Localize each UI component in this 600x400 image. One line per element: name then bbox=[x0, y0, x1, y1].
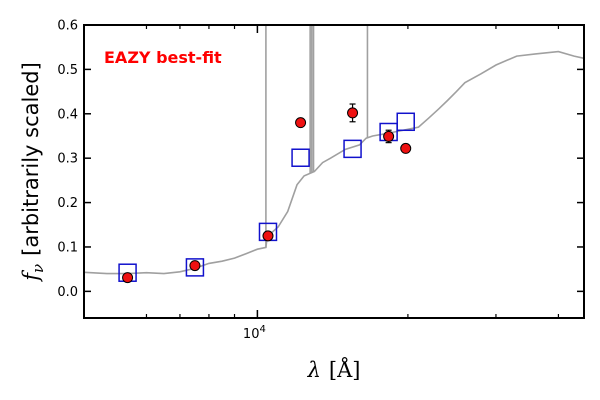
observed-point bbox=[347, 107, 359, 119]
y-tick-label: 0.1 bbox=[57, 240, 78, 255]
y-axis-label: fν [arbitrarily scaled] bbox=[19, 62, 47, 283]
model-point bbox=[185, 258, 205, 277]
observed-point bbox=[400, 142, 412, 154]
annotation-label: EAZY best-fit bbox=[104, 48, 222, 67]
model-point bbox=[291, 148, 310, 167]
model-point bbox=[396, 112, 415, 132]
sed-layer bbox=[83, 25, 585, 275]
x-tick-base: 10 bbox=[243, 327, 260, 342]
y-tick-label: 0.3 bbox=[57, 152, 78, 167]
observed-point bbox=[189, 260, 201, 272]
y-tick-label: 0.0 bbox=[57, 285, 78, 300]
observed-layer bbox=[122, 103, 412, 284]
observed-point bbox=[383, 130, 395, 142]
y-axis-subscript: ν bbox=[29, 264, 47, 273]
x-axis-symbol: λ bbox=[307, 358, 321, 382]
model-point bbox=[343, 139, 362, 159]
x-tick-exponent: 4 bbox=[259, 324, 265, 335]
axis-ticks: 0.0 0.1 0.2 0.3 0.4 0.5 0.6 104 bbox=[57, 19, 584, 342]
y-axis-symbol: f bbox=[19, 270, 43, 283]
y-tick-label: 0.2 bbox=[57, 196, 78, 211]
observed-point bbox=[295, 117, 307, 129]
y-axis-text: [arbitrarily scaled] bbox=[19, 62, 43, 256]
y-tick-label: 0.5 bbox=[57, 63, 78, 78]
y-tick-label: 0.6 bbox=[57, 19, 78, 34]
x-tick-label: 104 bbox=[243, 324, 266, 342]
x-axis-unit: [Å] bbox=[329, 357, 361, 382]
sed-curve bbox=[83, 50, 585, 275]
observed-point bbox=[122, 272, 134, 284]
plot-frame bbox=[83, 24, 585, 319]
observed-point bbox=[262, 230, 274, 242]
x-axis-label: λ [Å] bbox=[307, 357, 361, 382]
y-tick-label: 0.4 bbox=[57, 107, 78, 122]
